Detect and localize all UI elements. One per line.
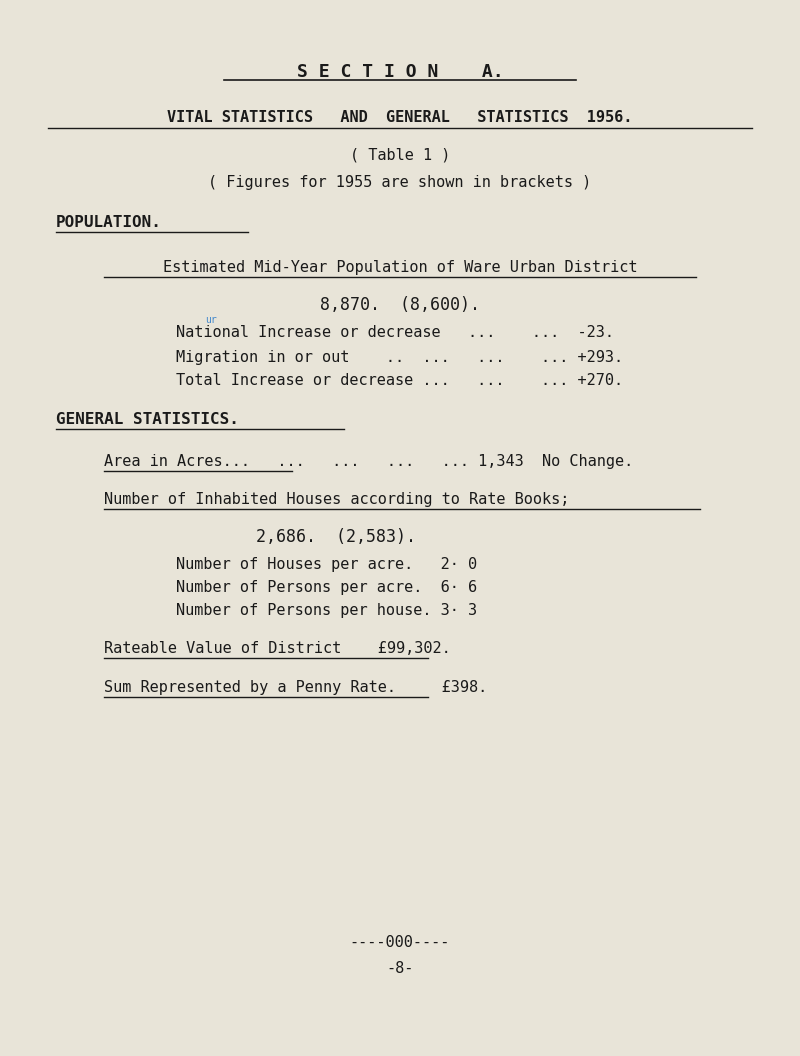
Text: ( Table 1 ): ( Table 1 ): [350, 148, 450, 163]
Text: Number of Houses per acre.   2· 0: Number of Houses per acre. 2· 0: [176, 557, 477, 571]
Text: National Increase or decrease   ...    ...  -23.: National Increase or decrease ... ... -2…: [176, 325, 614, 340]
Text: Number of Persons per acre.  6· 6: Number of Persons per acre. 6· 6: [176, 580, 477, 595]
Text: Number of Persons per house. 3· 3: Number of Persons per house. 3· 3: [176, 603, 477, 618]
Text: Area in Acres...   ...   ...   ...   ... 1,343  No Change.: Area in Acres... ... ... ... ... 1,343 N…: [104, 454, 634, 469]
Text: Sum Represented by a Penny Rate.     £398.: Sum Represented by a Penny Rate. £398.: [104, 680, 487, 695]
Text: ( Figures for 1955 are shown in brackets ): ( Figures for 1955 are shown in brackets…: [208, 175, 592, 190]
Text: Estimated Mid-Year Population of Ware Urban District: Estimated Mid-Year Population of Ware Ur…: [162, 260, 638, 275]
Text: GENERAL STATISTICS.: GENERAL STATISTICS.: [56, 412, 239, 427]
Text: Total Increase or decrease ...   ...    ... +270.: Total Increase or decrease ... ... ... +…: [176, 373, 623, 388]
Text: 8,870.  (8,600).: 8,870. (8,600).: [320, 296, 480, 314]
Text: S E C T I O N    A.: S E C T I O N A.: [297, 63, 503, 81]
Text: VITAL STATISTICS   AND  GENERAL   STATISTICS  1956.: VITAL STATISTICS AND GENERAL STATISTICS …: [167, 110, 633, 125]
Text: ur: ur: [205, 315, 217, 324]
Text: 2,686.  (2,583).: 2,686. (2,583).: [256, 528, 416, 546]
Text: -8-: -8-: [386, 961, 414, 976]
Text: ----000----: ----000----: [350, 935, 450, 949]
Text: POPULATION.: POPULATION.: [56, 215, 162, 230]
Text: Migration in or out    ..  ...   ...    ... +293.: Migration in or out .. ... ... ... +293.: [176, 350, 623, 364]
Text: Rateable Value of District    £99,302.: Rateable Value of District £99,302.: [104, 641, 450, 656]
Text: Number of Inhabited Houses according to Rate Books;: Number of Inhabited Houses according to …: [104, 492, 570, 507]
